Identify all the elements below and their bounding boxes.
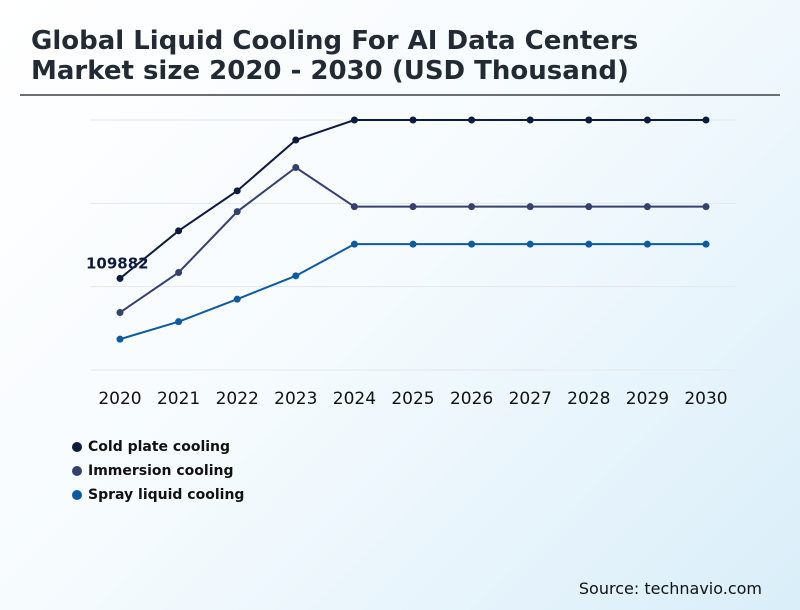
legend-label: Spray liquid cooling <box>88 487 245 503</box>
series-line <box>119 166 706 314</box>
data-point <box>468 203 476 211</box>
data-label: 109882 <box>86 254 149 272</box>
legend-item: Immersion cooling <box>72 459 244 483</box>
data-point <box>643 203 651 211</box>
data-point <box>292 164 300 171</box>
data-point <box>292 136 300 144</box>
data-point <box>702 203 710 211</box>
data-point <box>409 203 417 211</box>
data-point <box>585 116 593 124</box>
data-point <box>116 309 124 316</box>
series-points <box>116 116 710 343</box>
data-point <box>233 187 241 195</box>
series-line <box>119 243 706 341</box>
source-note: Source: technavio.com <box>578 579 762 598</box>
data-point <box>233 208 241 216</box>
series-line <box>119 119 706 280</box>
legend-marker <box>72 490 82 500</box>
data-point <box>585 240 593 248</box>
x-tick-label: 2030 <box>684 389 727 409</box>
series-lines <box>119 119 706 341</box>
x-axis-tick-labels: 2020 2021 2022 2023 2024 2025 2026 2027 2028 2029… <box>98 389 727 409</box>
data-point <box>175 318 183 326</box>
data-point <box>526 203 534 211</box>
chart-legend: Cold plate cooling Immersion cooling Spray… <box>72 435 244 507</box>
data-point <box>526 116 534 124</box>
data-point <box>292 272 300 280</box>
data-point <box>175 269 183 276</box>
x-tick-label: 2023 <box>274 389 317 409</box>
data-point <box>350 240 358 248</box>
data-point <box>468 240 476 248</box>
data-point <box>409 240 417 248</box>
title-divider <box>20 94 780 96</box>
data-point <box>585 203 593 211</box>
data-point <box>175 227 183 235</box>
data-point <box>643 240 651 248</box>
legend-item: Cold plate cooling <box>72 435 244 459</box>
x-tick-label: 2027 <box>509 389 552 409</box>
legend-label: Immersion cooling <box>88 463 234 479</box>
data-point <box>409 116 417 124</box>
data-point <box>350 116 358 124</box>
legend-marker <box>72 466 82 476</box>
data-point <box>468 116 476 124</box>
x-tick-label: 2028 <box>567 389 610 409</box>
x-tick-label: 2029 <box>626 389 669 409</box>
x-tick-label: 2021 <box>157 389 200 409</box>
legend-label: Cold plate cooling <box>88 439 231 455</box>
legend-item: Spray liquid cooling <box>72 483 244 507</box>
data-point <box>702 240 710 248</box>
data-point <box>526 240 534 248</box>
legend-marker <box>72 442 82 452</box>
data-point <box>702 116 710 124</box>
chart-title: Global Liquid Cooling For AI Data Center… <box>31 26 639 86</box>
data-point <box>116 335 124 343</box>
x-tick-label: 2025 <box>391 389 434 409</box>
x-tick-label: 2026 <box>450 389 493 409</box>
data-point <box>116 274 124 282</box>
data-point <box>233 295 241 303</box>
x-tick-label: 2024 <box>333 389 376 409</box>
annotations: 109882 <box>86 254 149 272</box>
data-point <box>643 116 651 124</box>
data-point <box>350 203 358 211</box>
x-tick-label: 2020 <box>98 389 141 409</box>
x-tick-label: 2022 <box>216 389 259 409</box>
